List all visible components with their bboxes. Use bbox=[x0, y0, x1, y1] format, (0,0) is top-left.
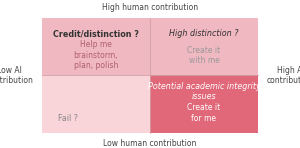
Text: Low AI
contribution: Low AI contribution bbox=[0, 66, 33, 85]
Text: Fail ?: Fail ? bbox=[58, 114, 78, 123]
Text: High distinction ?: High distinction ? bbox=[169, 29, 239, 38]
Text: Credit/distinction ?: Credit/distinction ? bbox=[53, 29, 139, 38]
Bar bbox=[150, 75, 258, 133]
Bar bbox=[150, 18, 258, 75]
Bar bbox=[42, 18, 150, 75]
Text: Low human contribution: Low human contribution bbox=[103, 139, 197, 148]
Text: High AI
contribution: High AI contribution bbox=[267, 66, 300, 85]
Text: Potential academic integrity
issues: Potential academic integrity issues bbox=[148, 82, 260, 101]
Text: Create it
with me: Create it with me bbox=[188, 46, 220, 65]
Bar bbox=[42, 75, 150, 133]
Text: Create it
for me: Create it for me bbox=[188, 103, 220, 123]
Text: High human contribution: High human contribution bbox=[102, 3, 198, 12]
Text: Help me
brainstorm,
plan, polish: Help me brainstorm, plan, polish bbox=[74, 40, 118, 70]
